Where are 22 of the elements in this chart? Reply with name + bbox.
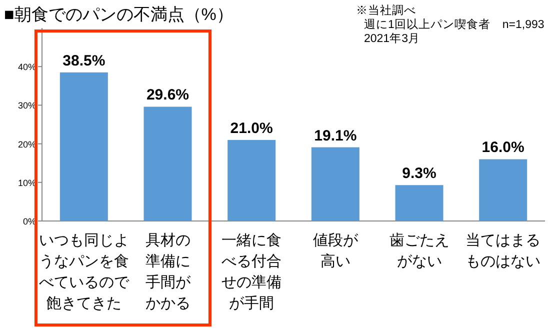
annotation: 週に1回以上パン喫食者 n=1,993	[364, 18, 544, 31]
x-tick-label: 値段が高い	[312, 231, 359, 272]
chart-title: ■朝食でのパンの不満点（%）	[4, 5, 234, 24]
bar	[311, 147, 360, 221]
data-label: 16.0%	[482, 139, 524, 156]
x-tick-label: 具材の準備に手間がかかる	[144, 231, 192, 314]
x-tick-label: いつも同じようなパンを食べているので飽きてきた	[38, 231, 130, 314]
x-tick-label: 一緒に食べる付合せの準備が手間	[220, 231, 283, 314]
text: ※当社調べ	[356, 3, 416, 17]
data-label: 9.3%	[402, 165, 436, 182]
bar	[479, 159, 528, 221]
data-label: 19.1%	[314, 127, 357, 144]
bar	[395, 185, 444, 221]
bar	[228, 140, 276, 221]
bar	[60, 72, 108, 221]
x-tick-label: 当てはまるものはない	[464, 231, 542, 272]
data-label: 21.0%	[230, 120, 273, 137]
x-tick-label: 歯ごたえがない	[388, 231, 450, 272]
annotation: 2021年3月	[364, 32, 420, 45]
bar	[144, 106, 192, 221]
data-label: 38.5%	[62, 52, 106, 70]
data-label: 29.6%	[146, 86, 190, 104]
